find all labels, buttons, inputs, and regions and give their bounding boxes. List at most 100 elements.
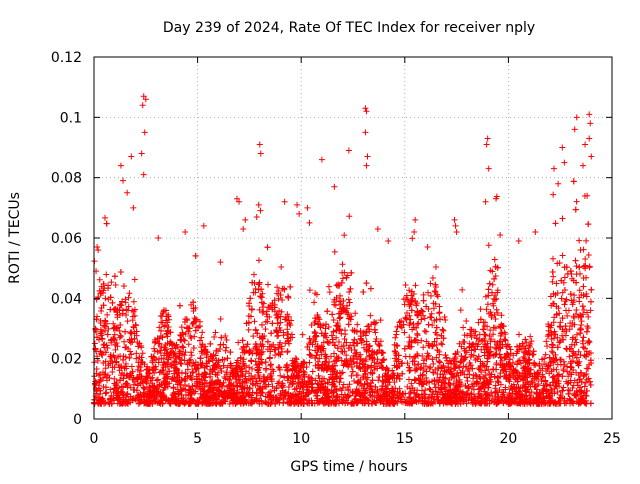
data-point: [112, 273, 118, 279]
data-point: [223, 345, 229, 351]
data-point: [452, 217, 458, 223]
data-point: [125, 391, 131, 397]
data-point: [551, 166, 557, 172]
data-point: [257, 141, 263, 147]
data-point: [311, 299, 317, 305]
data-point: [586, 252, 592, 258]
data-point: [557, 323, 563, 329]
data-point: [224, 337, 230, 343]
data-point: [453, 223, 459, 229]
data-point: [247, 295, 253, 301]
data-point: [527, 334, 533, 340]
data-point: [469, 334, 475, 340]
data-point: [516, 238, 522, 244]
data-point: [296, 379, 302, 385]
data-point: [304, 205, 310, 211]
data-point: [125, 318, 131, 324]
data-point: [380, 350, 386, 356]
data-point: [263, 365, 269, 371]
data-point: [346, 296, 352, 302]
data-point: [487, 281, 493, 287]
data-point: [198, 335, 204, 341]
data-point: [248, 358, 254, 364]
data-point: [141, 172, 147, 178]
data-point: [362, 105, 368, 111]
data-points: [91, 93, 594, 407]
data-point: [410, 321, 416, 327]
data-point: [327, 289, 333, 295]
data-point: [257, 208, 263, 214]
data-point: [296, 211, 302, 217]
data-point: [102, 215, 108, 221]
data-point: [439, 341, 445, 347]
data-point: [403, 282, 409, 288]
data-point: [584, 329, 590, 335]
data-point: [218, 335, 224, 341]
data-point: [256, 257, 262, 263]
data-point: [102, 295, 108, 301]
data-point: [212, 329, 218, 335]
data-point: [433, 264, 439, 270]
data-point: [191, 334, 197, 340]
data-point: [121, 339, 127, 345]
data-point: [284, 326, 290, 332]
data-point: [422, 387, 428, 393]
data-point: [104, 312, 110, 318]
data-point: [258, 151, 264, 157]
data-point: [586, 135, 592, 141]
data-point: [465, 384, 471, 390]
data-point: [177, 303, 183, 309]
data-point: [326, 324, 332, 330]
data-point: [563, 308, 569, 314]
data-point: [282, 199, 288, 205]
data-point: [331, 184, 337, 190]
data-point: [251, 272, 257, 278]
data-point: [121, 283, 127, 289]
data-point: [368, 383, 374, 389]
data-point: [142, 129, 148, 135]
data-point: [329, 311, 335, 317]
data-point: [484, 141, 490, 147]
data-point: [571, 178, 577, 184]
data-point: [260, 304, 266, 310]
data-point: [497, 232, 503, 238]
data-point: [105, 332, 111, 338]
data-point: [358, 336, 364, 342]
data-point: [104, 221, 110, 227]
data-point: [363, 163, 369, 169]
data-point: [406, 287, 412, 293]
data-point: [211, 334, 217, 340]
data-point: [572, 126, 578, 132]
data-point: [427, 280, 433, 286]
data-point: [250, 333, 256, 339]
data-point: [578, 247, 584, 253]
data-point: [131, 382, 137, 388]
data-point: [268, 330, 274, 336]
data-point: [414, 331, 420, 337]
data-point: [588, 400, 594, 406]
data-point: [128, 329, 134, 335]
data-point: [360, 289, 366, 295]
data-point: [587, 120, 593, 126]
data-point: [120, 178, 126, 184]
data-point: [573, 207, 579, 213]
data-point: [553, 220, 559, 226]
data-point: [584, 294, 590, 300]
data-point: [352, 310, 358, 316]
data-point: [259, 322, 265, 328]
data-point: [491, 276, 497, 282]
data-point: [582, 256, 588, 262]
data-point: [486, 166, 492, 172]
data-point: [260, 308, 266, 314]
data-point: [430, 275, 436, 281]
data-point: [249, 306, 255, 312]
data-point: [94, 244, 100, 250]
data-point: [207, 341, 213, 347]
data-point: [326, 284, 332, 290]
data-point: [403, 353, 409, 359]
data-point: [586, 111, 592, 117]
data-point: [559, 145, 565, 151]
data-point: [576, 264, 582, 270]
data-point: [574, 332, 580, 338]
data-point: [179, 324, 185, 330]
